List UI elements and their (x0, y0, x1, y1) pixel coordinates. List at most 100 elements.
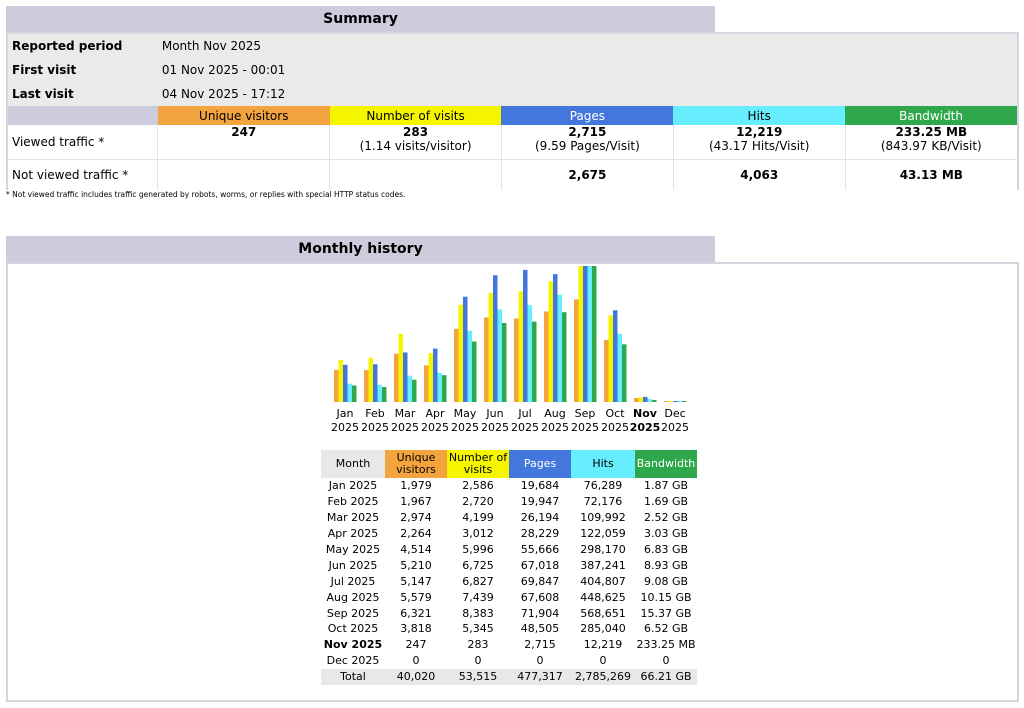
table-row: Oct 2025 3,818 5,345 48,505 285,040 6.52 GB (327, 622, 689, 636)
viewed-visits: 283 (1.14 visits/visitor) (329, 125, 502, 159)
month-label-apr: Apr (425, 407, 445, 420)
bar-unique-nov (634, 397, 639, 402)
year-label-feb: 2025 (361, 421, 389, 434)
monthly-history-table: Month Unique visitors Number of visits Pag… (321, 450, 697, 685)
bar-unique-jan (334, 369, 339, 402)
table-row-total: Total 40,020 53,515 477,317 2,785,269 66.21 G… (321, 668, 697, 685)
viewed-bandwidth: 233.25 MB (843.97 KB/Visit) (880, 125, 982, 153)
summary-title: Summary (6, 6, 715, 32)
month-label-oct: Oct (605, 407, 625, 420)
table-row: Jul 2025 5,147 6,827 69,847 404,807 9.08 GB (330, 574, 689, 588)
table-row: Jan 2025 1,979 2,586 19,684 76,289 1.87 GB (328, 479, 689, 493)
year-label-sep: 2025 (571, 421, 599, 434)
viewed-traffic-row: Viewed traffic * 247 283 (1.14 visits/vis… (8, 125, 1017, 159)
traffic-note: * Not viewed traffic includes traffic ge… (6, 190, 406, 199)
bar-visits-oct (608, 315, 613, 402)
bar-pages-oct (613, 310, 618, 402)
bar-bandwidth-jan (352, 385, 357, 402)
not-viewed-traffic-label: Not viewed traffic * (8, 159, 159, 190)
month-label-jul: Jul (517, 407, 531, 420)
month-label-may: May (454, 407, 477, 420)
month-label-dec: Dec (664, 407, 685, 420)
bar-unique-jun (484, 317, 489, 402)
bar-visits-sep (578, 266, 583, 402)
header-number-of-visits: Number of visits (329, 106, 502, 125)
bar-pages-jan (343, 364, 348, 402)
reported-period-label: Reported period (12, 39, 123, 53)
bar-pages-nov (643, 396, 648, 402)
not-viewed-pages: 2,675 (501, 159, 674, 190)
bar-pages-sep (583, 266, 588, 402)
bar-visits-nov (638, 397, 643, 402)
table-row: May 2025 4,514 5,996 55,666 298,170 6.83 GB (325, 543, 689, 556)
history-title: Monthly history (6, 236, 715, 262)
year-label-nov: 2025 (630, 421, 661, 434)
bar-visits-jul (518, 291, 523, 402)
bar-hits-jan (347, 383, 352, 402)
bar-bandwidth-mar (412, 379, 417, 402)
bar-unique-sep (574, 299, 579, 402)
col-unique-visitors: Unique visitors (385, 450, 447, 478)
bar-hits-nov (647, 399, 652, 402)
month-label-aug: Aug (544, 407, 565, 420)
year-label-oct: 2025 (601, 421, 629, 434)
history-panel (6, 262, 1019, 702)
viewed-unique: 247 (157, 125, 331, 159)
first-visit-value: 01 Nov 2025 - 00:01 (161, 63, 286, 77)
bar-unique-aug (544, 311, 549, 402)
year-label-dec: 2025 (661, 421, 689, 434)
monthly-history-chart: Jan2025Feb2025Mar2025Apr2025May2025Jun20… (331, 266, 689, 434)
bar-hits-jul (527, 305, 532, 402)
bar-visits-may (458, 304, 463, 402)
bar-hits-jun (497, 309, 502, 402)
bar-unique-apr (424, 365, 429, 402)
header-blank (8, 106, 158, 125)
bar-pages-mar (403, 352, 408, 402)
table-row: Mar 2025 2,974 4,199 26,194 109,992 2.52 GB (326, 511, 689, 525)
col-hits: Hits (571, 450, 635, 478)
bar-pages-dec (673, 401, 678, 402)
bar-hits-sep (587, 266, 592, 402)
bar-pages-jul (523, 269, 528, 402)
bar-bandwidth-jul (532, 321, 537, 402)
bar-hits-feb (377, 384, 382, 402)
bar-bandwidth-dec (682, 401, 687, 402)
bar-hits-may (467, 330, 472, 402)
viewed-pages: 2,715 (9.59 Pages/Visit) (501, 125, 674, 159)
header-pages: Pages (501, 106, 674, 125)
bar-pages-aug (553, 274, 558, 402)
header-unique-visitors: Unique visitors (157, 106, 330, 125)
viewed-traffic-label: Viewed traffic * (8, 125, 159, 159)
bar-unique-oct (604, 340, 609, 402)
bar-bandwidth-aug (562, 312, 567, 402)
not-viewed-traffic-row: Not viewed traffic * 2,675 4,063 43.13 M… (8, 159, 1017, 190)
month-label-nov: Nov (633, 407, 658, 420)
not-viewed-visits (329, 159, 502, 190)
bar-visits-dec (668, 401, 673, 402)
bar-unique-feb (364, 370, 369, 402)
year-label-mar: 2025 (391, 421, 419, 434)
bar-hits-dec (677, 401, 682, 402)
bar-unique-mar (394, 353, 399, 402)
last-visit-value: 04 Nov 2025 - 17:12 (161, 87, 286, 101)
year-label-aug: 2025 (541, 421, 569, 434)
year-label-may: 2025 (451, 421, 479, 434)
bar-visits-apr (428, 353, 433, 402)
bar-visits-jun (488, 292, 493, 402)
year-label-jun: 2025 (481, 421, 509, 434)
summary-table: Reported period Month Nov 2025 First vis… (8, 34, 1017, 190)
bar-hits-oct (617, 333, 622, 402)
bar-pages-jun (493, 275, 498, 402)
summary-panel: Reported period Month Nov 2025 First vis… (6, 32, 1019, 190)
bar-pages-apr (433, 348, 438, 402)
bar-visits-feb (368, 357, 373, 402)
table-row: Aug 2025 5,579 7,439 67,608 448,625 10.15 GB (326, 590, 692, 604)
bar-hits-apr (437, 372, 442, 402)
table-row: Dec 2025 0 0 0 0 0 (326, 654, 670, 668)
year-label-jul: 2025 (511, 421, 539, 434)
bar-hits-mar (407, 375, 412, 402)
header-bandwidth: Bandwidth (845, 106, 1017, 125)
viewed-hits: 12,219 (43.17 Hits/Visit) (673, 125, 846, 159)
bar-bandwidth-apr (442, 375, 447, 402)
col-bandwidth: Bandwidth (635, 450, 697, 478)
